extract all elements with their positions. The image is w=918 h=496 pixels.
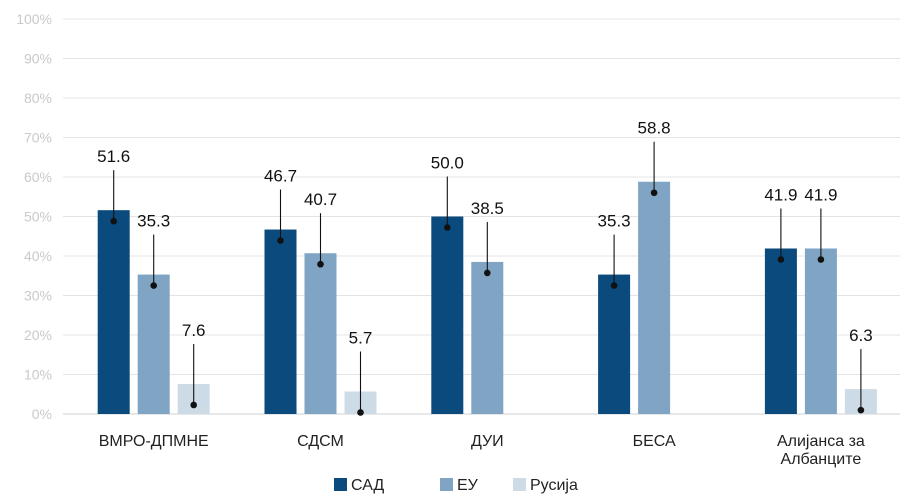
data-label-dot	[444, 224, 451, 231]
legend-swatch-сад	[334, 478, 347, 491]
data-label: 35.3	[598, 212, 631, 231]
x-tick-label: ВМРО-ДПМНЕ	[99, 433, 209, 450]
y-tick-label: 40%	[24, 248, 52, 264]
data-label-dot	[610, 282, 618, 289]
y-tick-label: 70%	[24, 130, 52, 146]
y-tick-label: 10%	[24, 367, 52, 383]
x-tick-label: ДУИ	[471, 433, 504, 450]
data-label: 46.7	[264, 167, 297, 186]
bar-сад	[97, 210, 130, 414]
bar-сад	[764, 248, 797, 414]
data-label: 51.6	[97, 147, 130, 166]
y-tick-label: 50%	[24, 209, 52, 225]
data-label: 41.9	[764, 185, 797, 204]
y-tick-label: 100%	[16, 11, 52, 27]
bar-еу	[304, 253, 337, 414]
data-label-dot	[650, 189, 658, 197]
data-label: 40.7	[304, 190, 337, 209]
y-tick-label: 20%	[24, 327, 52, 343]
bar-еу	[137, 274, 170, 414]
x-tick-label: Алијанса за Албанците	[777, 433, 865, 468]
data-label-dot	[317, 260, 324, 268]
legend-label: САД	[351, 477, 384, 494]
data-label-dot	[357, 409, 364, 416]
y-tick-label: 0%	[32, 406, 52, 422]
data-label-dot	[150, 282, 157, 289]
data-label: 6.3	[849, 326, 873, 345]
bar-сад	[598, 274, 631, 414]
bar-еу	[804, 248, 837, 414]
legend-label: ЕУ	[457, 477, 479, 494]
y-tick-label: 80%	[24, 90, 52, 106]
bar-сад	[264, 229, 297, 414]
y-tick-label: 90%	[24, 51, 52, 67]
data-label-dot	[857, 406, 865, 414]
data-label-dot	[817, 256, 825, 263]
x-tick-label: СДСМ	[297, 433, 344, 450]
data-label-dot	[110, 217, 117, 225]
data-label-dot	[277, 237, 284, 244]
bar-еу	[638, 181, 671, 414]
data-label-dot	[777, 256, 785, 263]
data-label: 35.3	[137, 212, 170, 231]
data-label-dot	[484, 269, 491, 277]
data-label: 50.0	[431, 154, 464, 173]
data-label: 41.9	[804, 185, 837, 204]
y-tick-label: 30%	[24, 288, 52, 304]
y-tick-label: 60%	[24, 169, 52, 185]
bar-еу	[471, 261, 504, 414]
data-label-dot	[190, 401, 197, 409]
legend-swatch-еу	[440, 478, 453, 491]
data-label: 38.5	[471, 199, 504, 218]
legend-swatch-русија	[513, 478, 526, 491]
bar-сад	[431, 216, 464, 414]
data-label: 7.6	[182, 321, 206, 340]
data-label: 58.8	[638, 119, 671, 138]
data-label: 5.7	[349, 328, 373, 347]
x-tick-label: БЕСА	[633, 433, 676, 450]
legend-label: Русија	[530, 477, 578, 494]
